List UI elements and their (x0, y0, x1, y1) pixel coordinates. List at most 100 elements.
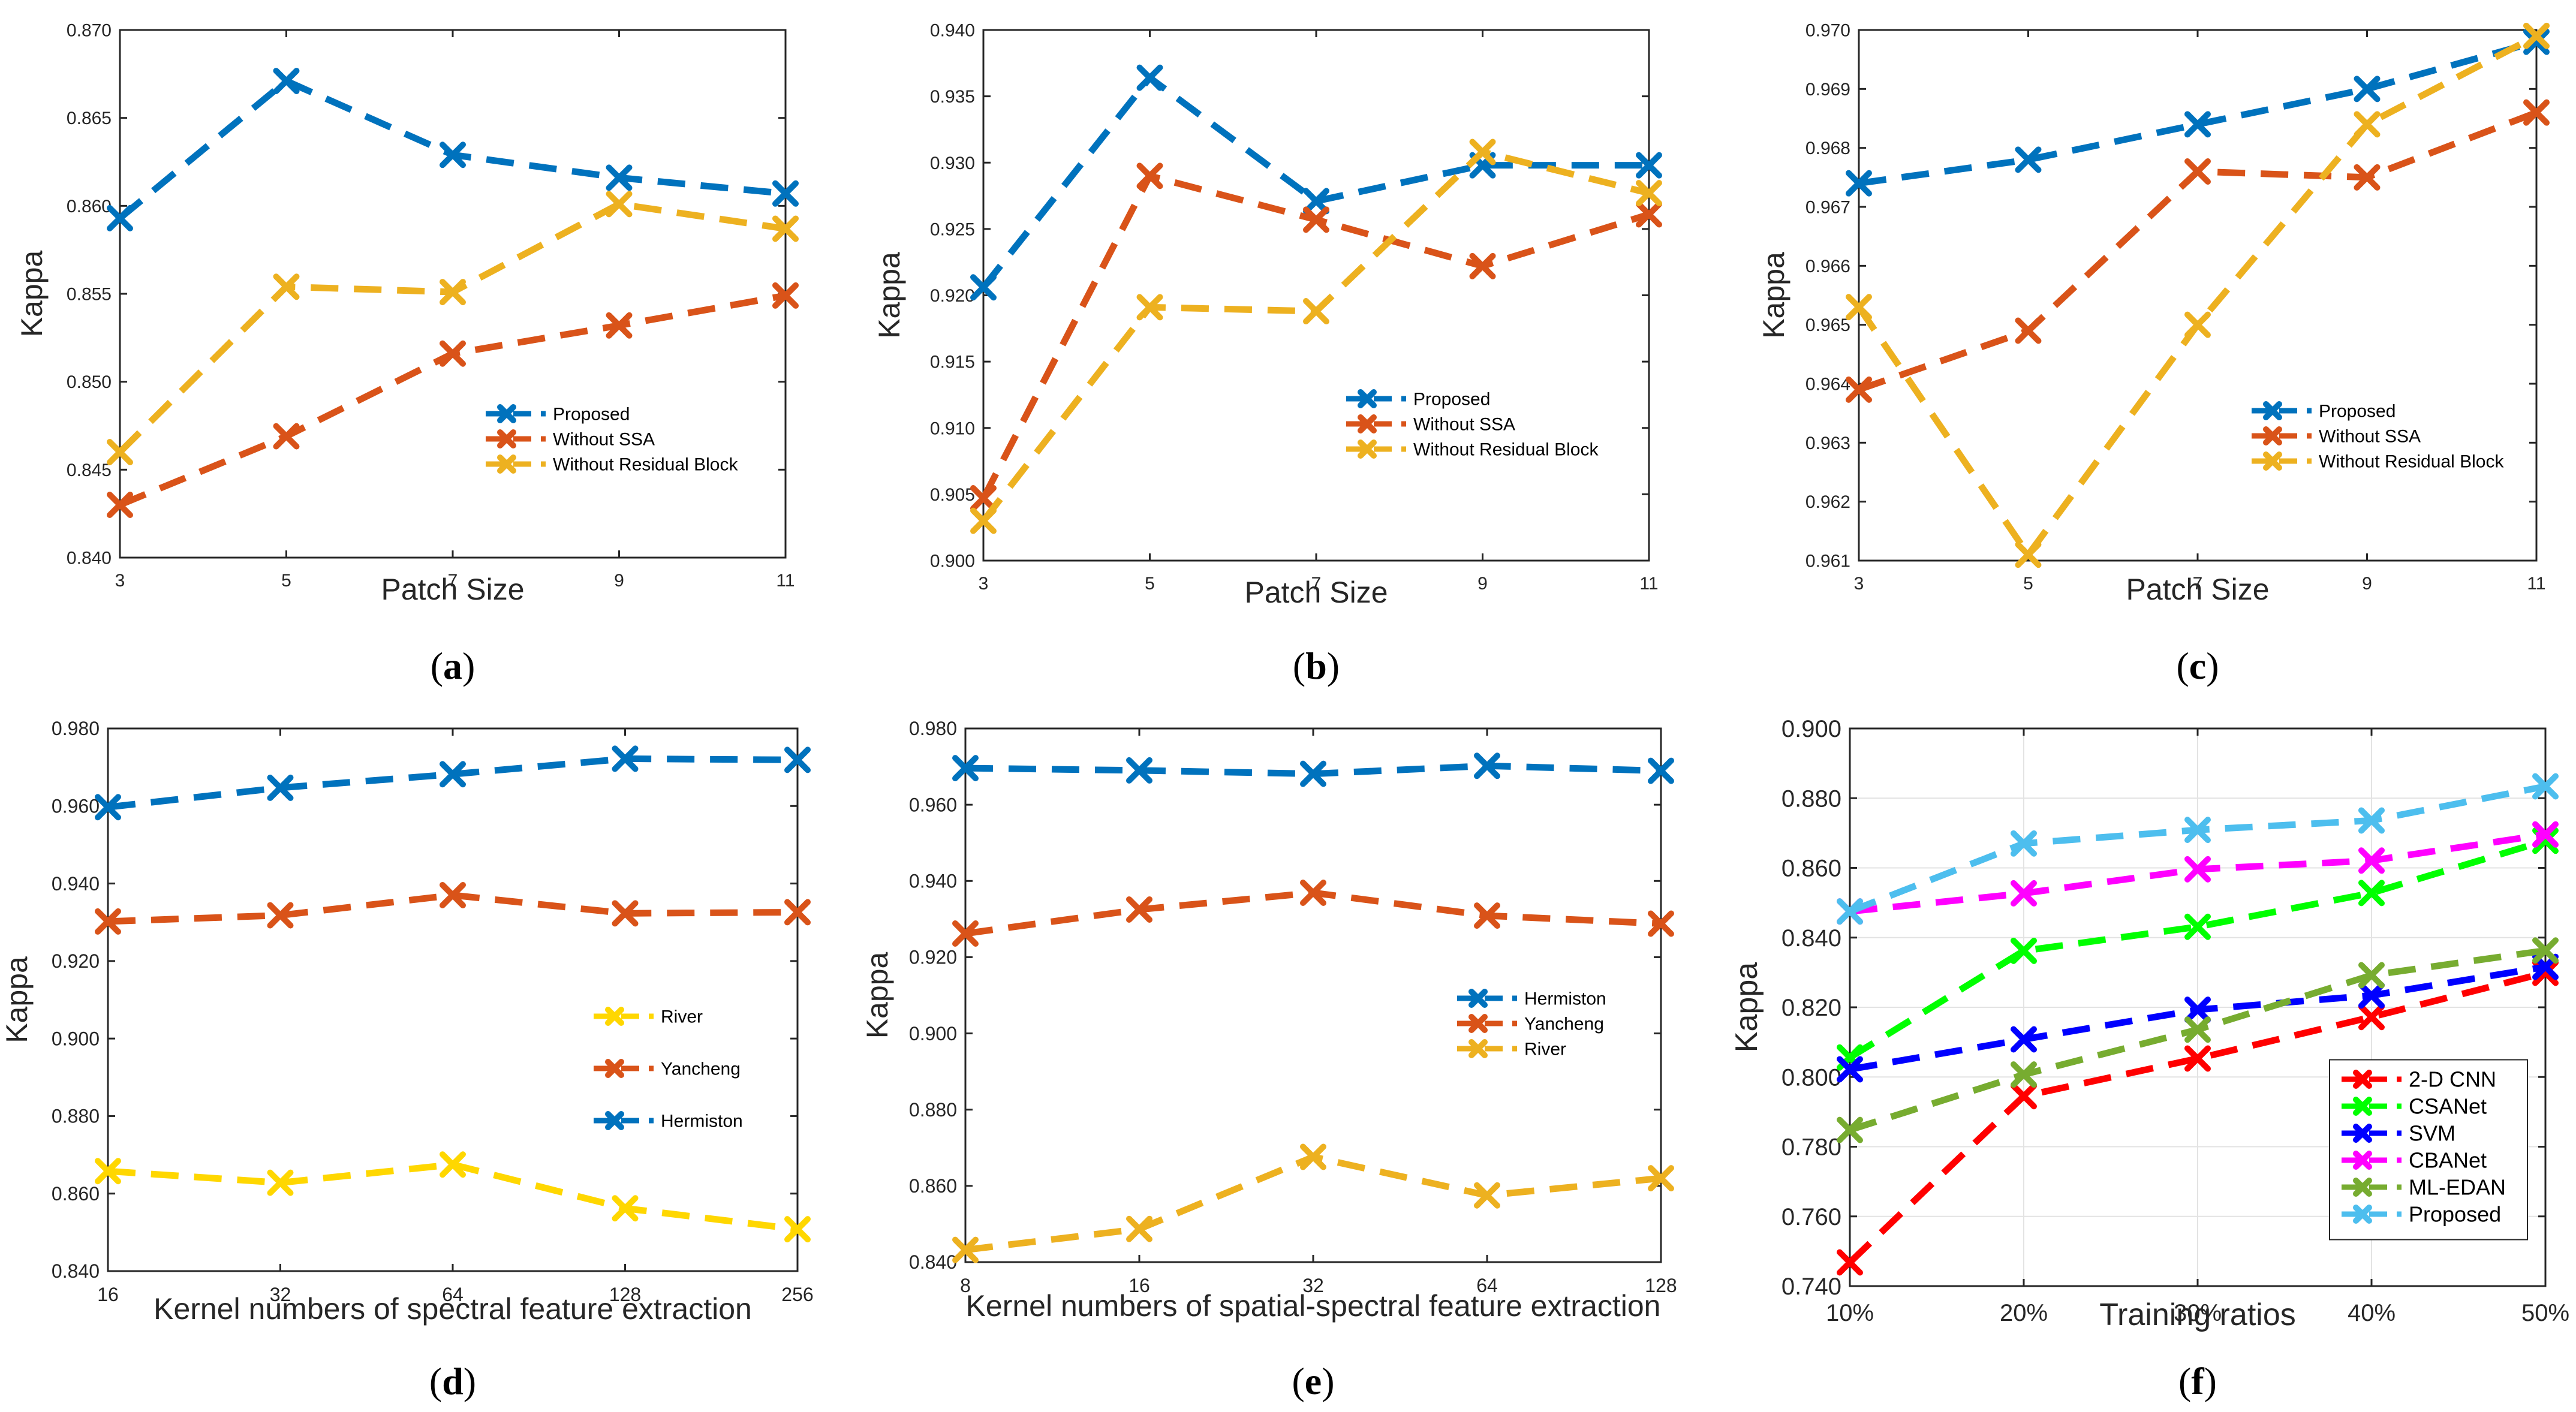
x-tick-label: 11 (1639, 574, 1658, 594)
series-2-d-cnn (1837, 959, 2559, 1276)
panel-label: (b) (1293, 645, 1340, 687)
legend-label: Without SSA (1413, 415, 1515, 435)
legend-marker (605, 1059, 624, 1078)
data-point (1469, 252, 1496, 279)
data-point (273, 273, 300, 300)
legend-marker (2353, 1097, 2372, 1116)
data-point (95, 1158, 121, 1185)
data-point (2184, 111, 2211, 138)
data-point (612, 900, 639, 927)
x-tick-label: 16 (1128, 1275, 1150, 1296)
legend-label: Without SSA (2319, 427, 2421, 447)
data-point (1846, 376, 1872, 403)
legend-marker (605, 1111, 624, 1130)
y-tick-label: 0.840 (67, 549, 112, 568)
data-point (1136, 294, 1163, 321)
y-tick-label: 0.963 (1805, 433, 1850, 453)
chart-panel-f: 0.740 0.760 0.780 0.800 0.820 0.840 0.860 0.880… (1729, 716, 2569, 1402)
data-point (2015, 146, 2042, 173)
data-point (2358, 1004, 2385, 1031)
data-point (1837, 1249, 1863, 1276)
series-without-residual-block (107, 191, 799, 465)
y-tick-label: 0.900 (909, 1023, 957, 1044)
series-without-residual-block (1846, 22, 2550, 568)
data-point (107, 492, 133, 518)
legend-label: Hermiston (661, 1112, 743, 1131)
data-point (1648, 910, 1674, 937)
x-tick-label: 10% (1826, 1300, 1874, 1326)
x-tick-label: 7 (448, 571, 458, 591)
x-tick-label: 9 (614, 571, 624, 591)
chart-panel-c: 0.961 0.962 0.963 0.964 0.965 0.966 0.967 0.968… (1757, 21, 2550, 687)
series-line (118, 200, 786, 454)
series-csanet (1837, 827, 2559, 1071)
y-tick-label: 0.915 (930, 353, 975, 372)
y-tick-label: 0.970 (1805, 21, 1850, 41)
legend-box (2329, 1059, 2528, 1241)
data-point (606, 312, 633, 339)
legend-marker (1358, 439, 1377, 459)
series-line (107, 1161, 798, 1233)
data-point (107, 204, 133, 231)
x-axis-label: Kernel numbers of spatial-spectral featu… (966, 1289, 1661, 1323)
data-point (273, 423, 300, 450)
y-tick-label: 0.960 (52, 795, 100, 817)
data-point (440, 279, 466, 306)
y-tick-label: 0.780 (1781, 1134, 1841, 1161)
series-line (980, 74, 1649, 290)
legend-label: River (661, 1007, 703, 1027)
y-tick-label: 0.940 (930, 21, 975, 41)
data-point (970, 507, 997, 534)
y-tick-label: 0.962 (1805, 492, 1850, 512)
data-point (440, 340, 466, 367)
legend: Proposed Without SSA Without Residual Bloc… (486, 404, 738, 475)
legend-label: CSANet (2409, 1094, 2487, 1119)
data-point (1636, 152, 1662, 179)
legend-label: ML-EDAN (2409, 1175, 2506, 1200)
x-axis-label: Training ratios (2099, 1297, 2296, 1332)
series-svm (1837, 953, 2559, 1083)
y-tick-label: 0.935 (930, 87, 975, 107)
y-axis-label: Kappa (872, 252, 906, 339)
data-point (2011, 880, 2037, 907)
x-tick-label: 9 (2362, 574, 2372, 594)
data-point (2358, 962, 2385, 989)
y-tick-label: 0.900 (930, 552, 975, 571)
data-point (606, 191, 633, 218)
data-point (273, 68, 300, 95)
legend-marker (497, 429, 516, 448)
x-axis-label: Patch Size (381, 573, 524, 606)
series-line (1847, 970, 2547, 1265)
data-point (1126, 896, 1152, 923)
x-tick-label: 20% (2000, 1300, 2048, 1326)
data-point (1636, 201, 1662, 228)
legend-label: Yancheng (661, 1059, 741, 1079)
data-point (2011, 937, 2037, 964)
y-tick-label: 0.964 (1805, 375, 1850, 395)
series-line (118, 77, 786, 221)
x-axis-label: Patch Size (2126, 573, 2269, 606)
data-point (2532, 773, 2559, 800)
legend-label: CBANet (2409, 1148, 2487, 1173)
plot-area (982, 29, 1650, 562)
data-point (2184, 1016, 2211, 1043)
data-point (772, 215, 799, 242)
series-yancheng (952, 879, 1674, 947)
panel-label: (c) (2176, 645, 2219, 687)
y-tick-label: 0.925 (930, 219, 975, 239)
legend-label: Yancheng (1524, 1014, 1604, 1034)
y-tick-label: 0.840 (1781, 925, 1841, 952)
data-point (1648, 757, 1674, 784)
x-tick-label: 128 (609, 1284, 641, 1305)
legend: River Yancheng Hermiston (594, 1007, 743, 1131)
data-point (267, 1169, 294, 1196)
series-line (1858, 38, 2538, 187)
data-point (1474, 902, 1500, 929)
x-tick-label: 256 (781, 1284, 813, 1305)
data-point (1303, 206, 1329, 233)
data-point (970, 485, 997, 512)
data-point (2532, 937, 2559, 964)
x-axis-label: Patch Size (1244, 576, 1388, 609)
series-line (1848, 837, 2547, 1061)
y-tick-label: 0.930 (930, 153, 975, 173)
